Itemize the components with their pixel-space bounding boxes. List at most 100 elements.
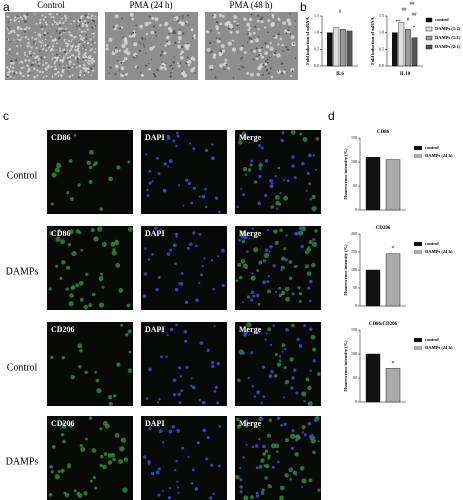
cell (244, 419, 249, 423)
cell (128, 350, 132, 354)
cell (57, 470, 61, 473)
cell (293, 265, 297, 269)
cell (10, 59, 13, 63)
cell (179, 61, 182, 64)
cell (268, 418, 273, 422)
cell (148, 181, 152, 185)
cell (18, 61, 21, 64)
cell (85, 48, 87, 51)
cell (33, 75, 37, 79)
image-bg (141, 226, 227, 310)
bar (398, 22, 405, 67)
cell (250, 72, 254, 77)
cell (290, 35, 295, 40)
cell (300, 485, 304, 489)
cell (269, 42, 272, 45)
cell (104, 423, 110, 429)
cell (270, 75, 274, 79)
cell (266, 433, 271, 438)
cell (263, 252, 270, 259)
cell (61, 356, 65, 360)
cell (25, 26, 28, 29)
cell (212, 287, 216, 291)
cell (57, 228, 62, 233)
cell (173, 468, 177, 472)
cell (93, 51, 96, 54)
cell (148, 21, 152, 25)
cell (30, 63, 33, 67)
cell (34, 13, 36, 15)
cell (312, 206, 315, 210)
cell (181, 70, 183, 72)
cell (267, 31, 269, 33)
cell (63, 29, 66, 33)
cell (238, 275, 243, 280)
cell (35, 22, 38, 25)
cell (38, 62, 41, 65)
cell (264, 193, 268, 198)
cell (127, 329, 132, 334)
cell (85, 37, 88, 41)
cell (168, 159, 173, 164)
cell (27, 59, 31, 62)
cell (279, 192, 282, 195)
cell (109, 66, 112, 69)
cell (210, 259, 214, 262)
cell (187, 24, 189, 26)
cell (57, 56, 60, 59)
image-label: Merge (239, 325, 262, 334)
cell (164, 21, 169, 26)
cell (264, 60, 268, 63)
image-label: CD86 (51, 229, 71, 238)
cell (268, 374, 273, 378)
cell (256, 293, 260, 298)
cell (161, 60, 163, 63)
cell (280, 265, 285, 270)
cell (175, 144, 178, 147)
cell (81, 39, 84, 42)
cell (280, 256, 286, 261)
cell (43, 44, 45, 47)
cell (289, 33, 292, 35)
cell (85, 33, 88, 36)
cell (246, 71, 250, 75)
cell (274, 241, 279, 245)
panel-label: a (3, 0, 10, 14)
cell (111, 250, 117, 256)
cell (218, 13, 223, 17)
cell (59, 14, 61, 16)
cell (66, 191, 70, 195)
cell (27, 38, 30, 41)
cell (50, 470, 54, 474)
cell (90, 48, 94, 51)
cell (261, 16, 264, 19)
cell (179, 52, 182, 56)
cell (309, 279, 313, 284)
cell (18, 20, 20, 23)
cell (180, 50, 184, 54)
cell (70, 34, 73, 37)
cell (127, 227, 133, 232)
cell (26, 74, 30, 77)
cell (237, 262, 242, 267)
cell (256, 55, 258, 58)
cell (54, 65, 57, 68)
cell (33, 52, 36, 55)
cell (192, 58, 196, 61)
micrograph (5, 12, 98, 80)
cell (29, 50, 32, 53)
cell (252, 31, 256, 35)
cell (184, 339, 188, 343)
cell (215, 25, 219, 29)
cell (181, 15, 184, 18)
cell (218, 52, 223, 56)
legend-label: DAMPs (24 h) (425, 249, 453, 254)
cell (250, 38, 253, 40)
image-bg (141, 416, 227, 500)
cell (149, 16, 151, 18)
cell (296, 337, 300, 342)
cell (19, 16, 22, 19)
cell (284, 286, 290, 292)
cell (30, 54, 33, 57)
cell (245, 443, 248, 446)
